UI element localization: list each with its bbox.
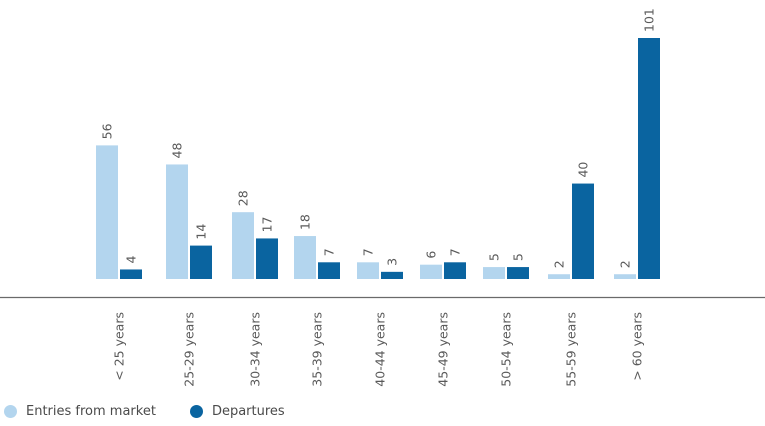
legend-item-departures: Departures (189, 403, 285, 419)
data-label: 7 (448, 248, 463, 256)
x-tick-label: 55-59 years (564, 312, 579, 387)
bar-departures (507, 267, 529, 279)
x-tick-label: 45-49 years (436, 312, 451, 387)
x-tick-label: 40-44 years (373, 312, 388, 387)
bar-entries (483, 267, 505, 279)
bar-departures (638, 38, 660, 279)
data-label: 40 (576, 162, 591, 178)
bar-departures (190, 245, 212, 279)
legend-label-departures: Departures (211, 403, 285, 419)
data-label: 101 (642, 8, 657, 32)
data-label: 17 (260, 217, 275, 233)
bar-departures (572, 183, 594, 279)
x-tick-label: 30-34 years (248, 312, 263, 387)
x-tick-label: > 60 years (630, 312, 645, 381)
bar-entries (96, 145, 118, 279)
category-labels-group: < 25 years 25-29 years 30-34 years 35-39 ye… (112, 312, 645, 387)
bar-departures (318, 262, 340, 279)
data-label: 18 (298, 214, 313, 230)
data-label: 7 (361, 248, 376, 256)
data-label: 3 (385, 258, 400, 266)
data-label: 28 (236, 190, 251, 206)
bar-departures (444, 262, 466, 279)
data-label: 14 (194, 224, 209, 240)
x-tick-label: 50-54 years (499, 312, 514, 387)
bar-entries (232, 212, 254, 279)
value-labels-group: 56 4 48 14 28 17 18 7 7 3 6 7 5 5 2 40 2 101 (100, 8, 657, 268)
bar-entries (548, 274, 570, 279)
data-label: 4 (124, 255, 139, 263)
data-label: 2 (618, 260, 633, 268)
data-label: 5 (511, 253, 526, 261)
bar-entries (420, 264, 442, 279)
legend-item-entries: Entries from market (4, 404, 156, 419)
bar-departures (381, 271, 403, 279)
bar-entries (614, 274, 636, 279)
x-tick-label: < 25 years (112, 312, 127, 381)
data-label: 6 (424, 251, 439, 259)
bar-entries (166, 164, 188, 279)
data-label: 48 (170, 143, 185, 159)
legend-swatch-entries (4, 404, 17, 418)
legend-swatch-departures (189, 404, 203, 418)
data-label: 5 (487, 253, 502, 261)
bar-departures (120, 269, 142, 279)
data-label: 56 (100, 123, 115, 139)
data-label: 7 (322, 248, 337, 256)
bar-entries (357, 262, 379, 279)
legend: Entries from market Departures (4, 402, 319, 420)
x-tick-label: 25-29 years (182, 312, 197, 387)
bar-entries (294, 236, 316, 279)
bars-group (96, 38, 660, 279)
data-label: 2 (552, 260, 567, 268)
legend-label-entries: Entries from market (26, 403, 156, 419)
bar-departures (256, 238, 278, 279)
x-tick-label: 35-39 years (310, 312, 325, 387)
